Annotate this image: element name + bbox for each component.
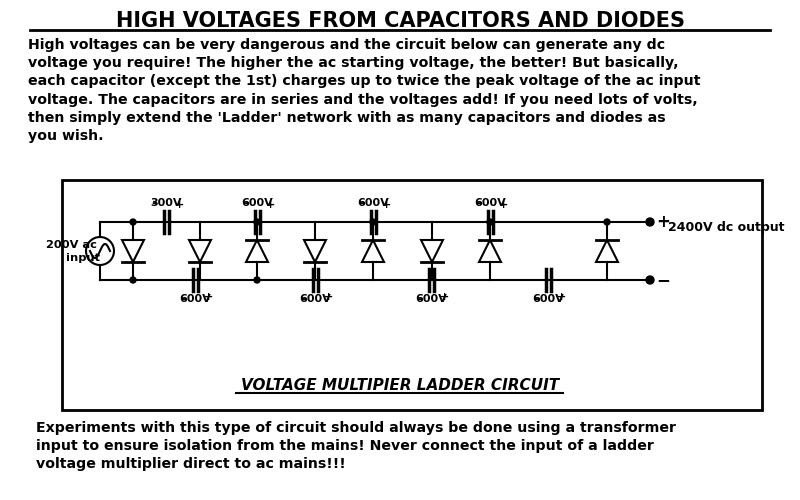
- Text: Experiments with this type of circuit should always be done using a transformer
: Experiments with this type of circuit sh…: [36, 421, 676, 472]
- Bar: [62, 180, 762, 410]
- Text: 600V: 600V: [415, 294, 447, 304]
- Text: -: -: [358, 196, 364, 210]
- Text: 600V: 600V: [179, 294, 211, 304]
- Text: -: -: [300, 292, 306, 306]
- Text: +: +: [175, 200, 184, 210]
- Text: 200V ac: 200V ac: [46, 240, 97, 250]
- Text: -: -: [475, 196, 481, 210]
- Text: −: −: [656, 271, 670, 289]
- Text: +: +: [382, 200, 391, 210]
- Circle shape: [487, 219, 493, 225]
- Text: +: +: [324, 292, 334, 302]
- Text: -: -: [242, 196, 248, 210]
- Text: -: -: [416, 292, 422, 306]
- Text: 600V: 600V: [241, 198, 273, 208]
- Text: 2400V dc output: 2400V dc output: [668, 222, 785, 234]
- Circle shape: [646, 276, 654, 284]
- Circle shape: [604, 219, 610, 225]
- Text: +: +: [557, 292, 566, 302]
- Text: 600V: 600V: [532, 294, 564, 304]
- Text: 600V: 600V: [357, 198, 389, 208]
- Text: VOLTAGE MULTIPIER LADDER CIRCUIT: VOLTAGE MULTIPIER LADDER CIRCUIT: [241, 378, 559, 393]
- Text: High voltages can be very dangerous and the circuit below can generate any dc
vo: High voltages can be very dangerous and …: [28, 38, 701, 143]
- Text: +: +: [266, 200, 275, 210]
- Text: 600V: 600V: [299, 294, 331, 304]
- Text: 600V: 600V: [474, 198, 506, 208]
- Circle shape: [646, 218, 654, 226]
- Circle shape: [254, 219, 260, 225]
- Text: HIGH VOLTAGES FROM CAPACITORS AND DIODES: HIGH VOLTAGES FROM CAPACITORS AND DIODES: [115, 11, 685, 31]
- Text: -: -: [534, 292, 539, 306]
- Text: input: input: [66, 253, 100, 263]
- Text: -: -: [180, 292, 186, 306]
- Circle shape: [370, 219, 376, 225]
- Circle shape: [254, 277, 260, 283]
- Text: +: +: [204, 292, 214, 302]
- Circle shape: [130, 219, 136, 225]
- Text: 300V: 300V: [150, 198, 182, 208]
- Circle shape: [130, 277, 136, 283]
- Text: -: -: [151, 196, 157, 210]
- Text: +: +: [440, 292, 450, 302]
- Text: +: +: [499, 200, 508, 210]
- Text: +: +: [656, 213, 670, 231]
